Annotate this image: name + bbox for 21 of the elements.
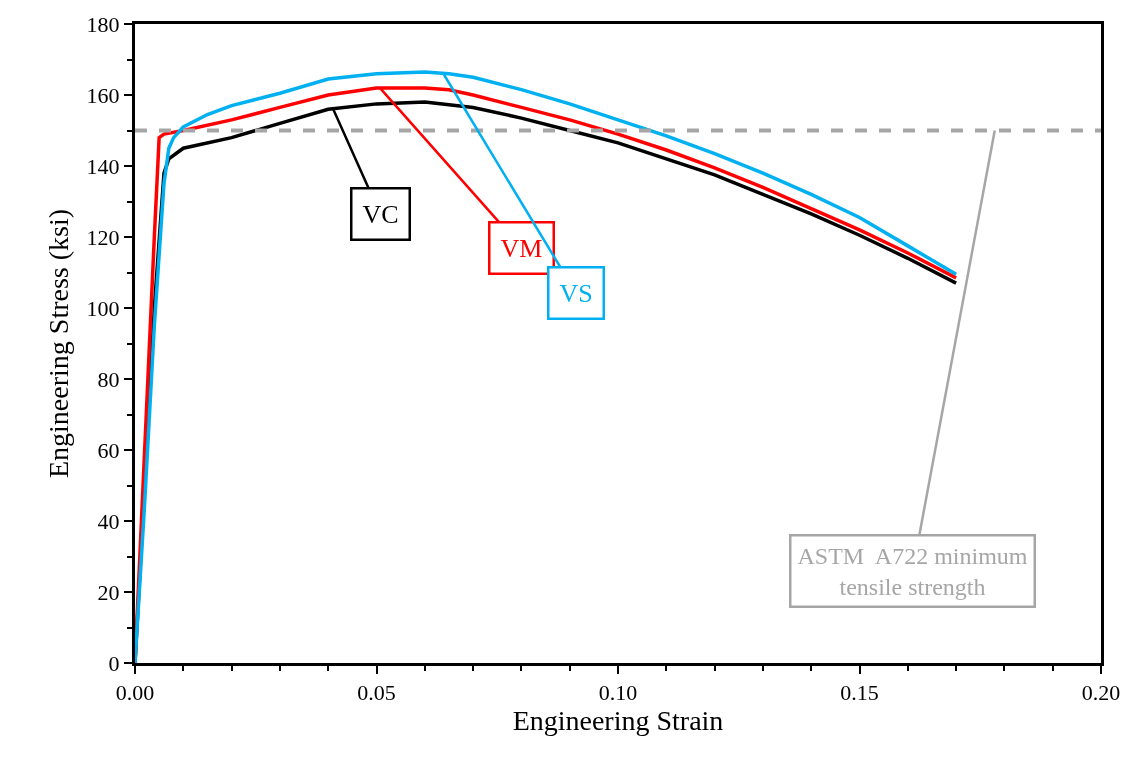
y-axis-title: Engineering Stress (ksi) (43, 208, 75, 479)
x-axis-title: Engineering Strain (512, 705, 724, 737)
y-tick-label: 100 (86, 295, 120, 321)
x-tick-label: 0.20 (1081, 680, 1121, 706)
y-tick-label: 20 (97, 579, 120, 605)
y-tick-label: 60 (97, 437, 120, 463)
y-tick-label: 80 (97, 366, 120, 392)
x-tick-label: 0.00 (115, 680, 155, 706)
y-tick-label: 160 (86, 82, 120, 108)
ref-line-label: ASTM A722 minimum tensile strength (797, 542, 1028, 600)
y-tick-label: 140 (86, 153, 120, 179)
x-tick-label: 0.05 (357, 680, 396, 706)
x-tick-label: 0.15 (840, 680, 879, 706)
text: VC (362, 199, 399, 229)
text: VS (559, 278, 593, 308)
y-tick-label: 0 (108, 650, 120, 676)
text: VM (500, 233, 543, 263)
y-tick-label: 180 (86, 11, 120, 37)
y-tick-label: 40 (97, 508, 120, 534)
x-tick-label: 0.10 (598, 680, 638, 706)
y-tick-label: 120 (86, 224, 120, 250)
